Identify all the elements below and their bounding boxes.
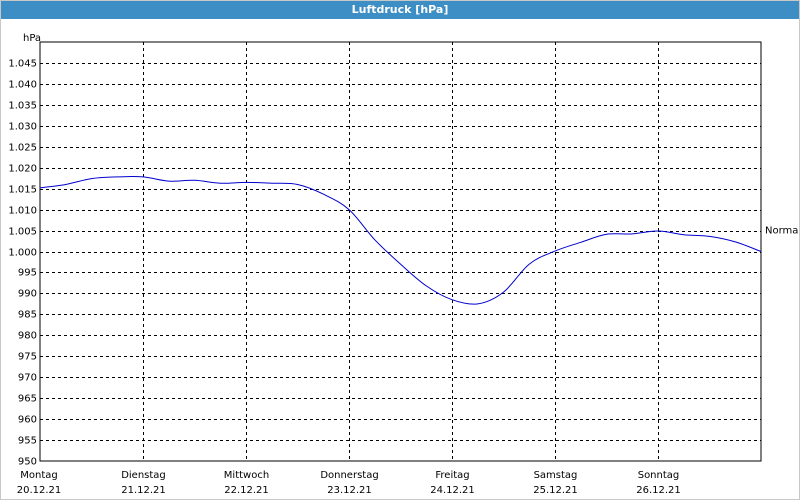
y-tick-label: 1.010 bbox=[8, 206, 37, 217]
plot-frame bbox=[39, 41, 762, 462]
x-tick-day-label: Donnerstag bbox=[320, 470, 378, 481]
pressure-chart: 950 955 960 965 970 975 980 985 990 995 1.000 1.005… bbox=[8, 33, 800, 496]
x-tick-date-label: 23.12.21 bbox=[327, 485, 372, 496]
y-tick-label: 955 bbox=[18, 436, 37, 447]
y-tick-label: 970 bbox=[18, 373, 37, 384]
x-tick-date-label: 21.12.21 bbox=[121, 485, 166, 496]
x-tick-date-label: 26.12.21 bbox=[636, 485, 681, 496]
y-tick-label: 1.030 bbox=[8, 122, 37, 133]
y-tick-label: 960 bbox=[18, 415, 37, 426]
y-tick-label: 1.000 bbox=[8, 248, 37, 259]
x-tick-date-label: 20.12.21 bbox=[17, 485, 62, 496]
x-tick-date-label: 25.12.21 bbox=[533, 485, 578, 496]
y-tick-label: 985 bbox=[18, 310, 37, 321]
y-tick-label: 1.040 bbox=[8, 80, 37, 91]
y-tick-label: 1.020 bbox=[8, 164, 37, 175]
y-axis-label: hPa bbox=[23, 33, 41, 44]
y-tick-label: 1.035 bbox=[8, 101, 37, 112]
x-tick-day-label: Freitag bbox=[435, 470, 469, 481]
y-tick-label: 1.015 bbox=[8, 185, 37, 196]
x-tick-day-label: Samstag bbox=[534, 470, 578, 481]
y-tick-label: 990 bbox=[18, 289, 37, 300]
chart-title: Luftdruck [hPa] bbox=[1, 1, 799, 19]
y-tick-label: 950 bbox=[18, 457, 37, 468]
y-tick-label: 995 bbox=[18, 268, 37, 279]
chart-area: 950 955 960 965 970 975 980 985 990 995 1.000 1.005… bbox=[1, 19, 800, 499]
x-tick-day-label: Sonntag bbox=[638, 470, 680, 481]
x-tick-date-label: 22.12.21 bbox=[224, 485, 269, 496]
y-tick-label: 965 bbox=[18, 394, 37, 405]
x-tick-date-label: 24.12.21 bbox=[430, 485, 475, 496]
y-tick-label: 1.005 bbox=[8, 227, 37, 238]
x-tick-day-label: Montag bbox=[20, 470, 57, 481]
y-tick-label: 980 bbox=[18, 331, 37, 342]
y-tick-label: 975 bbox=[18, 352, 37, 363]
x-tick-day-label: Dienstag bbox=[121, 470, 166, 481]
pressure-series-line bbox=[39, 176, 762, 305]
y-tick-label: 1.025 bbox=[8, 143, 37, 154]
reference-line-label: Normal bbox=[765, 226, 799, 237]
y-tick-label: 1.045 bbox=[8, 59, 37, 70]
x-tick-day-label: Mittwoch bbox=[224, 470, 269, 481]
